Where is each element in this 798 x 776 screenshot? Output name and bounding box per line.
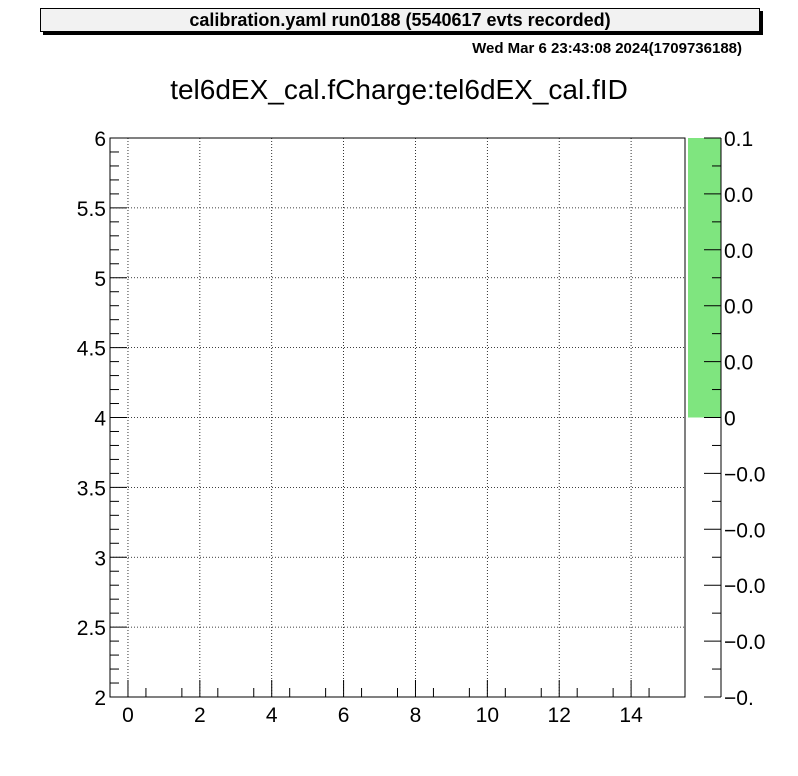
x-tick-label: 12: [548, 704, 571, 727]
colorbar-tick-label: 0.0: [724, 296, 753, 319]
x-tick-label: 0: [122, 704, 134, 727]
colorbar-tick-label: −0.0: [724, 519, 765, 542]
colorbar-tick-label: 0.0: [724, 240, 753, 263]
plot-title: tel6dEX_cal.fCharge:tel6dEX_cal.fID: [170, 74, 628, 105]
y-tick-label: 4.5: [77, 338, 106, 361]
colorbar-layer: 0.1 0.0 0.0 0.0 0.0 0 −0.0 −0.0 −0.0 −0.0 −0.: [688, 128, 765, 710]
y-tick-label: 6: [94, 128, 106, 151]
y-tick-label: 4: [94, 408, 106, 431]
y-tick-label: 5: [94, 268, 106, 291]
y-tick-label: 3.5: [77, 477, 106, 500]
colorbar-tick-label: −0.0: [724, 631, 765, 654]
colorbar-tick-label: 0: [724, 408, 736, 431]
x-tick-label: 2: [194, 704, 206, 727]
colorbar-tick-label: −0.0: [724, 575, 765, 598]
colorbar-tick-label: 0.0: [724, 352, 753, 375]
colorbar-tick-label: −0.: [724, 687, 754, 710]
colorbar-tick-label: 0.1: [724, 128, 753, 151]
y-tick-label: 3: [94, 547, 106, 570]
y-tick-label: 2.5: [77, 617, 106, 640]
timestamp: Wed Mar 6 23:43:08 2024(1709736188): [472, 40, 742, 57]
x-tick-label: 14: [619, 704, 643, 727]
header-label: calibration.yaml run0188 (5540617 evts r…: [189, 10, 611, 30]
x-tick-label: 8: [410, 704, 422, 727]
plot-frame: [109, 137, 686, 698]
colorbar-tick-label: 0.0: [724, 184, 753, 207]
header-box: calibration.yaml run0188 (5540617 evts r…: [40, 8, 760, 32]
x-tick-label: 4: [266, 704, 278, 727]
x-tick-label: 10: [476, 704, 499, 727]
x-tick-label: 6: [338, 704, 350, 727]
grid-layer: [110, 137, 685, 698]
y-tick-label: 5.5: [77, 198, 106, 221]
y-tick-label: 2: [94, 687, 106, 710]
colorbar-tick-label: −0.0: [724, 463, 765, 486]
